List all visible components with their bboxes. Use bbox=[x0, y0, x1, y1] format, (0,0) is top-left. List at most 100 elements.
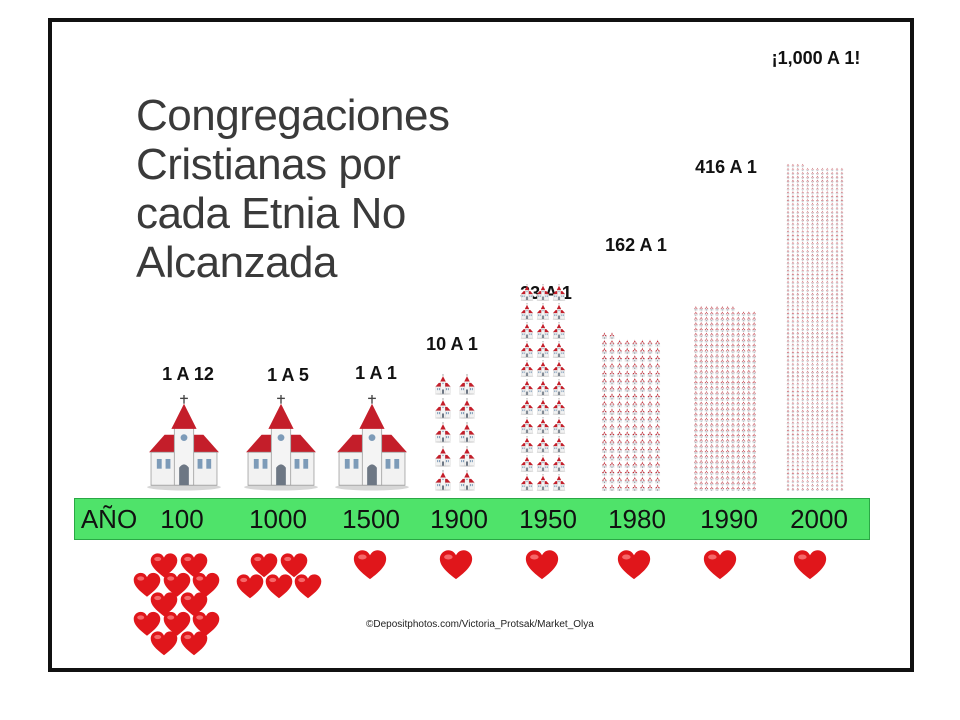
church-mark bbox=[825, 265, 829, 269]
church-mark bbox=[806, 471, 810, 476]
church-mark bbox=[820, 288, 824, 293]
church-mark bbox=[840, 331, 844, 335]
church-mark bbox=[624, 347, 630, 355]
church-mark bbox=[736, 475, 741, 481]
church-mark bbox=[801, 397, 805, 402]
church-mark bbox=[811, 253, 814, 257]
church-mark bbox=[609, 415, 615, 423]
church-mark bbox=[647, 339, 653, 347]
church-mark bbox=[693, 390, 698, 396]
church-mark bbox=[601, 377, 608, 385]
church-mark bbox=[835, 440, 839, 445]
church-mark bbox=[811, 202, 814, 207]
church-mark bbox=[715, 486, 719, 491]
church-mark bbox=[791, 417, 795, 421]
church-mark bbox=[825, 471, 829, 476]
church-mark bbox=[796, 409, 800, 413]
church-mark bbox=[820, 327, 824, 332]
church-mark bbox=[816, 370, 819, 374]
church-mark bbox=[806, 183, 810, 187]
church-mark bbox=[825, 378, 829, 382]
church-mark bbox=[746, 327, 751, 332]
church-mark bbox=[830, 284, 834, 289]
church-mark bbox=[811, 230, 814, 234]
church-mark bbox=[520, 322, 534, 339]
church-mark bbox=[840, 343, 844, 347]
church-mark bbox=[715, 332, 719, 338]
church-mark bbox=[791, 233, 795, 238]
church-mark bbox=[616, 415, 623, 423]
church-mark bbox=[731, 422, 735, 428]
church-mark bbox=[820, 175, 824, 179]
church-mark bbox=[786, 440, 790, 445]
church-mark bbox=[840, 315, 844, 320]
church-mark bbox=[693, 486, 698, 491]
church-mark bbox=[835, 261, 839, 265]
church-mark bbox=[720, 390, 725, 396]
church-mark bbox=[720, 422, 725, 428]
church-mark bbox=[520, 417, 534, 434]
church-mark bbox=[791, 386, 795, 390]
church-mark bbox=[840, 401, 844, 406]
church-mark bbox=[816, 241, 819, 246]
church-mark bbox=[709, 433, 714, 438]
church-mark bbox=[825, 206, 829, 211]
church-mark bbox=[811, 409, 814, 413]
church-mark bbox=[825, 300, 829, 304]
church-mark bbox=[720, 316, 725, 322]
church-mark bbox=[736, 380, 741, 385]
church-mark bbox=[811, 370, 814, 374]
church-mark bbox=[786, 230, 790, 234]
church-mark bbox=[830, 171, 834, 176]
church-mark bbox=[816, 479, 819, 484]
church-mark bbox=[835, 335, 839, 339]
church-mark bbox=[786, 409, 790, 413]
chart-title: Congregaciones Cristianas por cada Etnia… bbox=[136, 91, 516, 287]
church-mark bbox=[835, 378, 839, 382]
church-mark bbox=[816, 249, 819, 254]
church-mark bbox=[801, 206, 805, 211]
church-mark bbox=[632, 415, 638, 423]
church-mark bbox=[741, 470, 746, 476]
church-mark bbox=[791, 237, 795, 242]
church-mark bbox=[825, 226, 829, 230]
church-mark bbox=[639, 370, 646, 377]
church-mark bbox=[806, 237, 810, 242]
church-mark bbox=[825, 354, 829, 359]
church-mark bbox=[801, 378, 805, 382]
church-mark bbox=[830, 393, 834, 398]
church-mark bbox=[741, 327, 746, 332]
church-mark bbox=[796, 194, 800, 199]
church-mark bbox=[720, 433, 725, 438]
church-mark bbox=[820, 269, 824, 273]
church-mark bbox=[693, 358, 698, 364]
church-mark bbox=[801, 202, 805, 207]
church-mark bbox=[639, 347, 646, 355]
church-mark bbox=[791, 409, 795, 413]
church-mark bbox=[786, 233, 790, 238]
church-mark bbox=[840, 241, 844, 246]
church-mark bbox=[801, 167, 805, 172]
church-mark bbox=[647, 484, 653, 491]
church-mark bbox=[806, 327, 810, 332]
church-mark bbox=[709, 332, 714, 338]
church-mark bbox=[806, 210, 810, 215]
church-mark bbox=[811, 308, 814, 312]
church-mark bbox=[796, 253, 800, 257]
church-mark bbox=[796, 304, 800, 308]
church-mark bbox=[801, 374, 805, 378]
church-mark bbox=[806, 233, 810, 238]
church-mark bbox=[709, 438, 714, 444]
church-mark bbox=[830, 448, 834, 452]
church-mark bbox=[820, 378, 824, 382]
church-mark bbox=[830, 475, 834, 480]
timeline-year: 100 bbox=[160, 504, 204, 534]
church-mark bbox=[796, 428, 800, 433]
church-mark bbox=[609, 446, 615, 453]
church-mark bbox=[654, 468, 661, 476]
church-mark bbox=[830, 467, 834, 472]
church-mark bbox=[796, 175, 800, 179]
church-mark bbox=[746, 353, 751, 359]
church-mark bbox=[806, 272, 810, 277]
